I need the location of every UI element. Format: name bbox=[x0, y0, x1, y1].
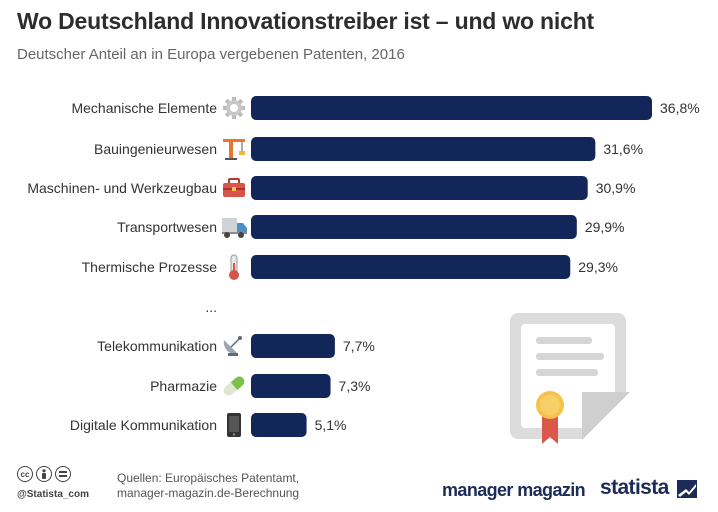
bar-digitale-kommunikation bbox=[251, 413, 307, 437]
category-label-telekommunikation: Telekommunikation bbox=[97, 338, 217, 354]
value-label-telekommunikation: 7,7% bbox=[343, 338, 375, 354]
value-label-thermische-prozesse: 29,3% bbox=[578, 259, 618, 275]
category-label-mechanische-elemente: Mechanische Elemente bbox=[71, 100, 217, 116]
value-label-digitale-kommunikation: 5,1% bbox=[315, 417, 347, 433]
bar-telekommunikation bbox=[251, 334, 335, 358]
gear-icon bbox=[223, 97, 245, 119]
value-label-mechanische-elemente: 36,8% bbox=[660, 100, 700, 116]
nd-icon bbox=[55, 466, 71, 482]
crane-icon bbox=[223, 139, 245, 160]
pill-icon bbox=[223, 376, 245, 396]
bar-maschinen-und-werkzeugbau bbox=[251, 176, 588, 200]
statista-logo[interactable]: statista bbox=[600, 476, 669, 499]
chart-title: Wo Deutschland Innovationstreiber ist – … bbox=[17, 8, 594, 34]
gap-ellipsis: ... bbox=[205, 299, 217, 315]
sources-line-2: manager-magazin.de-Berechnung bbox=[117, 486, 300, 500]
thermometer-icon bbox=[229, 254, 239, 280]
category-label-transportwesen: Transportwesen bbox=[117, 219, 217, 235]
cc-icon: cc bbox=[17, 466, 33, 482]
category-label-pharmazie: Pharmazie bbox=[150, 378, 217, 394]
statista-handle: @Statista_com bbox=[17, 489, 89, 500]
statista-mark-icon bbox=[677, 480, 697, 498]
category-label-thermische-prozesse: Thermische Prozesse bbox=[82, 259, 218, 275]
value-label-transportwesen: 29,9% bbox=[585, 219, 625, 235]
bar-bauingenieurwesen bbox=[251, 137, 596, 161]
category-label-bauingenieurwesen: Bauingenieurwesen bbox=[94, 141, 217, 157]
satellite-dish-icon bbox=[223, 336, 242, 356]
by-icon bbox=[36, 466, 52, 482]
chart-subtitle: Deutscher Anteil an in Europa vergebenen… bbox=[17, 46, 405, 63]
bar-pharmazie bbox=[251, 374, 331, 398]
sources-line-1: Quellen: Europäisches Patentamt, bbox=[117, 471, 300, 485]
value-label-maschinen-und-werkzeugbau: 30,9% bbox=[596, 180, 636, 196]
smartphone-icon bbox=[227, 413, 241, 437]
certificate-illustration bbox=[510, 313, 630, 444]
category-label-maschinen-und-werkzeugbau: Maschinen- und Werkzeugbau bbox=[27, 180, 217, 196]
manager-magazin-logo[interactable]: manager magazin bbox=[442, 480, 586, 500]
truck-icon bbox=[222, 218, 247, 238]
license-icons: cc bbox=[17, 466, 71, 482]
bar-thermische-prozesse bbox=[251, 255, 571, 279]
sources: Quellen: Europäisches Patentamt, manager… bbox=[117, 471, 299, 501]
toolbox-icon bbox=[223, 178, 245, 197]
bar-transportwesen bbox=[251, 215, 577, 239]
value-label-pharmazie: 7,3% bbox=[339, 378, 371, 394]
value-label-bauingenieurwesen: 31,6% bbox=[603, 141, 643, 157]
bar-mechanische-elemente bbox=[251, 96, 652, 120]
category-label-digitale-kommunikation: Digitale Kommunikation bbox=[70, 417, 217, 433]
